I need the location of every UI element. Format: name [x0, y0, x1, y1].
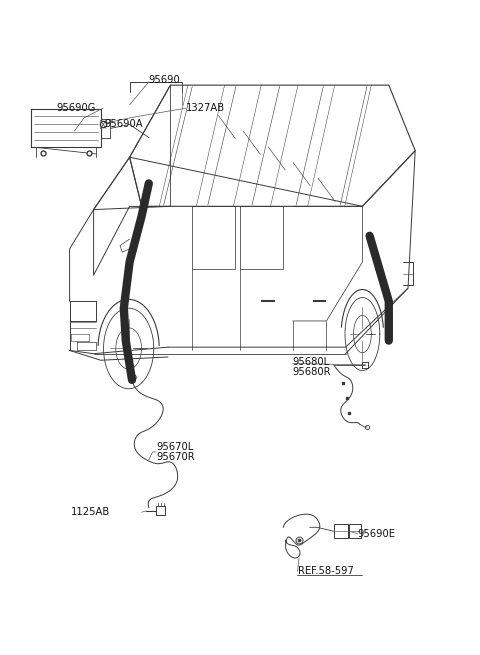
Text: 95680R: 95680R: [293, 367, 331, 377]
Text: 95690G: 95690G: [57, 103, 96, 113]
Text: 95680L: 95680L: [293, 356, 330, 367]
Text: 95690: 95690: [149, 75, 180, 85]
Bar: [334, 524, 348, 538]
Text: 1125AB: 1125AB: [71, 507, 110, 517]
Text: 1327AB: 1327AB: [186, 103, 226, 113]
Text: REF.58-597: REF.58-597: [298, 566, 353, 576]
Text: 95690E: 95690E: [358, 529, 396, 539]
Text: 95690A: 95690A: [105, 119, 143, 130]
Bar: [349, 524, 361, 538]
Text: 95670R: 95670R: [156, 452, 194, 462]
Text: 95670L: 95670L: [156, 441, 193, 452]
